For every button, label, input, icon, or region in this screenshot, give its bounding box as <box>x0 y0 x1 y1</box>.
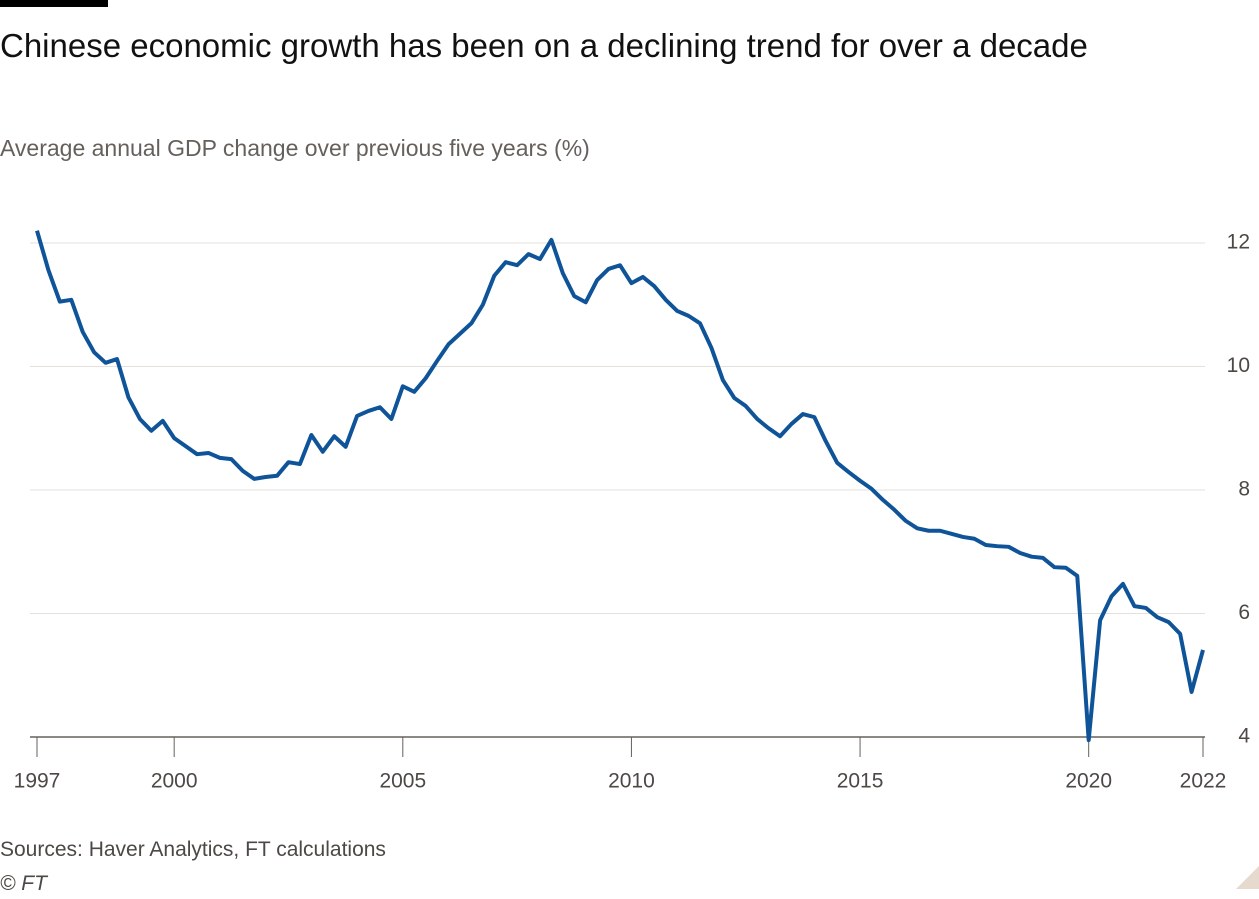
x-tick-label: 2005 <box>379 770 426 793</box>
y-tick-label: 6 <box>1238 601 1250 624</box>
x-tick-label: 2022 <box>1180 770 1227 793</box>
credit: © FT <box>0 872 47 895</box>
x-tick-label: 2020 <box>1065 770 1112 793</box>
y-tick-label: 10 <box>1227 354 1250 377</box>
x-tick-label: 2010 <box>608 770 655 793</box>
y-tick-label: 12 <box>1227 231 1250 254</box>
source: Sources: Haver Analytics, FT calculation… <box>0 838 386 861</box>
x-tick-label: 2000 <box>151 770 198 793</box>
corner-fold <box>1236 866 1259 889</box>
brand-bar <box>0 0 108 7</box>
x-tick-label: 2015 <box>837 770 884 793</box>
y-tick-label: 4 <box>1238 725 1250 748</box>
chart-title: Chinese economic growth has been on a de… <box>0 27 1088 64</box>
x-tick-label: 1997 <box>14 770 61 793</box>
y-tick-label: 8 <box>1238 478 1250 501</box>
data-line <box>35 230 1205 743</box>
chart-subtitle: Average annual GDP change over previous … <box>0 135 590 161</box>
